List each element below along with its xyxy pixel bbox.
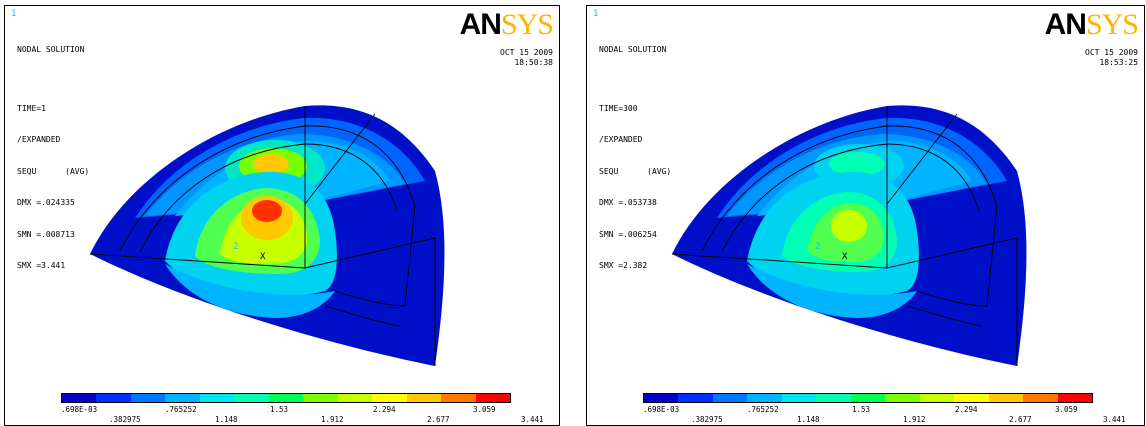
legend-top-label: 1.53 bbox=[852, 405, 871, 414]
node-label: 2 bbox=[233, 242, 238, 252]
legend-bottom-label: 1.148 bbox=[797, 415, 820, 424]
inner-dome-yellow bbox=[831, 210, 867, 242]
legend-swatch bbox=[130, 394, 166, 402]
clock: 18:53:25 bbox=[1099, 58, 1138, 67]
legend-swatch bbox=[234, 394, 269, 402]
expanded-flag: /EXPANDED bbox=[599, 135, 643, 144]
legend-bottom-label: 1.912 bbox=[903, 415, 926, 424]
legend-top-label: 1.53 bbox=[270, 405, 289, 414]
date: OCT 15 2009 bbox=[1085, 48, 1138, 57]
timestamp: OCT 15 2009 18:50:38 bbox=[500, 48, 553, 68]
legend-swatch bbox=[747, 394, 782, 402]
contour-legend-bar bbox=[643, 393, 1093, 403]
section-lines bbox=[671, 106, 1018, 366]
legend-top-label: .698E-03 bbox=[61, 405, 98, 414]
legend-swatch bbox=[96, 394, 131, 402]
legend-bottom-label: .382975 bbox=[691, 415, 723, 424]
upper-warm-core bbox=[829, 152, 885, 176]
legend-swatch bbox=[199, 394, 235, 402]
contour-model: 2 X bbox=[671, 105, 1027, 367]
nodal-solution-window-left: 1 NODAL SOLUTION TIME=1 /EXPANDED SEQU (… bbox=[4, 5, 560, 426]
solution-info: NODAL SOLUTION TIME=1 /EXPANDED SEQU (AV… bbox=[17, 24, 89, 293]
lower-cavity bbox=[747, 264, 917, 318]
legend-swatch bbox=[475, 394, 511, 402]
smx-value: SMX =2.382 bbox=[599, 261, 648, 270]
legend-swatch bbox=[372, 394, 407, 402]
legend-swatch bbox=[678, 394, 713, 402]
lower-cavity bbox=[165, 264, 335, 318]
legend-top-label: .698E-03 bbox=[643, 405, 680, 414]
timestamp: OCT 15 2009 18:53:25 bbox=[1085, 48, 1138, 68]
legend-swatch bbox=[885, 394, 920, 402]
inner-dome-hot bbox=[252, 200, 282, 222]
legend-swatch bbox=[781, 394, 817, 402]
node-label: 2 bbox=[815, 242, 820, 252]
legend-swatch bbox=[165, 394, 200, 402]
legend-swatch bbox=[850, 394, 886, 402]
legend-swatch bbox=[988, 394, 1024, 402]
legend-bottom-label: .382975 bbox=[109, 415, 141, 424]
legend-top-label: 2.294 bbox=[373, 405, 396, 414]
legend-swatch bbox=[303, 394, 338, 402]
legend-bottom-label: 1.148 bbox=[215, 415, 238, 424]
upper-hot-core bbox=[253, 154, 289, 174]
window-number: 1 bbox=[11, 9, 17, 19]
solution-info: NODAL SOLUTION TIME=300 /EXPANDED SEQU (… bbox=[599, 24, 671, 293]
time-step: TIME=1 bbox=[17, 103, 46, 113]
ansys-logo: ANSYS bbox=[1044, 8, 1139, 41]
legend-bottom-label: 1.912 bbox=[321, 415, 344, 424]
plot-title: NODAL SOLUTION bbox=[17, 45, 85, 54]
legend-labels: .698E-03 .765252 1.53 2.294 3.059 .38297… bbox=[5, 405, 559, 425]
result-item: SEQU (AVG) bbox=[599, 166, 672, 176]
expanded-flag: /EXPANDED bbox=[17, 135, 61, 144]
legend-top-label: .765252 bbox=[165, 405, 197, 414]
legend-swatch bbox=[954, 394, 989, 402]
legend-top-label: 3.059 bbox=[1055, 405, 1078, 414]
legend-swatch bbox=[919, 394, 955, 402]
legend-swatch bbox=[62, 394, 97, 402]
nodal-solution-window-right: 1 NODAL SOLUTION TIME=300 /EXPANDED SEQU… bbox=[586, 5, 1145, 426]
legend-labels: .698E-03 .765252 1.53 2.294 3.059 .38297… bbox=[587, 405, 1144, 425]
clock: 18:50:38 bbox=[514, 58, 553, 67]
legend-bottom-label: 2.677 bbox=[427, 415, 450, 424]
legend-swatch bbox=[1057, 394, 1093, 402]
legend-bottom-label: 2.677 bbox=[1009, 415, 1032, 424]
plot-title: NODAL SOLUTION bbox=[599, 45, 667, 54]
legend-swatch bbox=[1023, 394, 1058, 402]
legend-swatch bbox=[644, 394, 679, 402]
legend-top-label: 3.059 bbox=[473, 405, 496, 414]
legend-swatch bbox=[816, 394, 851, 402]
legend-bottom-label: 3.441 bbox=[1103, 415, 1126, 424]
legend-swatch bbox=[712, 394, 748, 402]
contour-model: 2 X bbox=[89, 105, 445, 367]
legend-swatch bbox=[441, 394, 476, 402]
legend-swatch bbox=[268, 394, 304, 402]
legend-bottom-label: 3.441 bbox=[521, 415, 544, 424]
section-lines bbox=[89, 106, 436, 366]
legend-top-label: 2.294 bbox=[955, 405, 978, 414]
time-step: TIME=300 bbox=[599, 103, 638, 113]
smx-value: SMX =3.441 bbox=[17, 261, 66, 270]
result-item: SEQU (AVG) bbox=[17, 166, 90, 176]
dmx-value: DMX =.053738 bbox=[599, 198, 657, 207]
smn-value: SMN =.006254 bbox=[599, 229, 657, 239]
axis-label: X bbox=[842, 252, 848, 262]
contour-legend-bar bbox=[61, 393, 511, 403]
axis-label: X bbox=[260, 252, 266, 262]
legend-swatch bbox=[337, 394, 373, 402]
ansys-logo: ANSYS bbox=[459, 8, 554, 41]
dmx-value: DMX =.024335 bbox=[17, 198, 75, 207]
legend-top-label: .765252 bbox=[747, 405, 779, 414]
date: OCT 15 2009 bbox=[500, 48, 553, 57]
smn-value: SMN =.008713 bbox=[17, 229, 75, 239]
legend-swatch bbox=[406, 394, 442, 402]
window-number: 1 bbox=[593, 9, 599, 19]
